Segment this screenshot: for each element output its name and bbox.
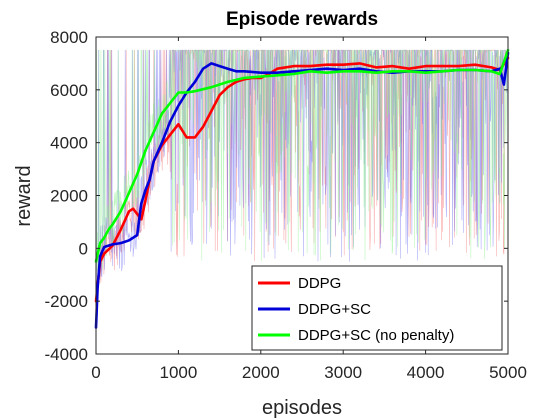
legend-label-ddpg-sc: DDPG+SC	[298, 301, 371, 318]
x-axis-label: episodes	[262, 397, 342, 419]
legend-box	[251, 265, 503, 351]
y-tick-label: -2000	[45, 292, 88, 311]
y-tick-label: 0	[79, 239, 88, 258]
y-tick-label: 8000	[50, 28, 88, 47]
y-axis-label: reward	[13, 165, 35, 226]
chart-title: Episode rewards	[226, 9, 378, 30]
y-tick-label: 6000	[50, 81, 88, 100]
x-tick-label: 4000	[407, 363, 445, 382]
x-tick-label: 2000	[242, 363, 280, 382]
x-tick-label: 1000	[159, 363, 197, 382]
legend-label-ddpg: DDPG	[298, 275, 341, 292]
x-tick-label: 5000	[489, 363, 527, 382]
raw-trace-ddpg-sc-no-penalty	[95, 49, 509, 274]
x-tick-label: 3000	[324, 363, 362, 382]
y-tick-label: 2000	[50, 187, 88, 206]
y-tick-label: -4000	[45, 345, 88, 364]
series-line-ddpg	[94, 56, 510, 303]
series-line-ddpg-sc-no-penalty	[94, 48, 510, 263]
legend: DDPG DDPG+SC DDPG+SC (no penalty)	[251, 265, 503, 351]
legend-items: DDPG DDPG+SC DDPG+SC (no penalty)	[258, 275, 454, 344]
legend-label-ddpg-sc-no-penalty: DDPG+SC (no penalty)	[298, 327, 454, 344]
smoothed-series-lines	[94, 48, 510, 329]
y-tick-label: 4000	[50, 134, 88, 153]
x-tick-label: 0	[91, 363, 100, 382]
axis-ticks: 0 1000 2000 3000 4000 5000 -4000 -2000 0 2000 4000…	[45, 28, 527, 382]
